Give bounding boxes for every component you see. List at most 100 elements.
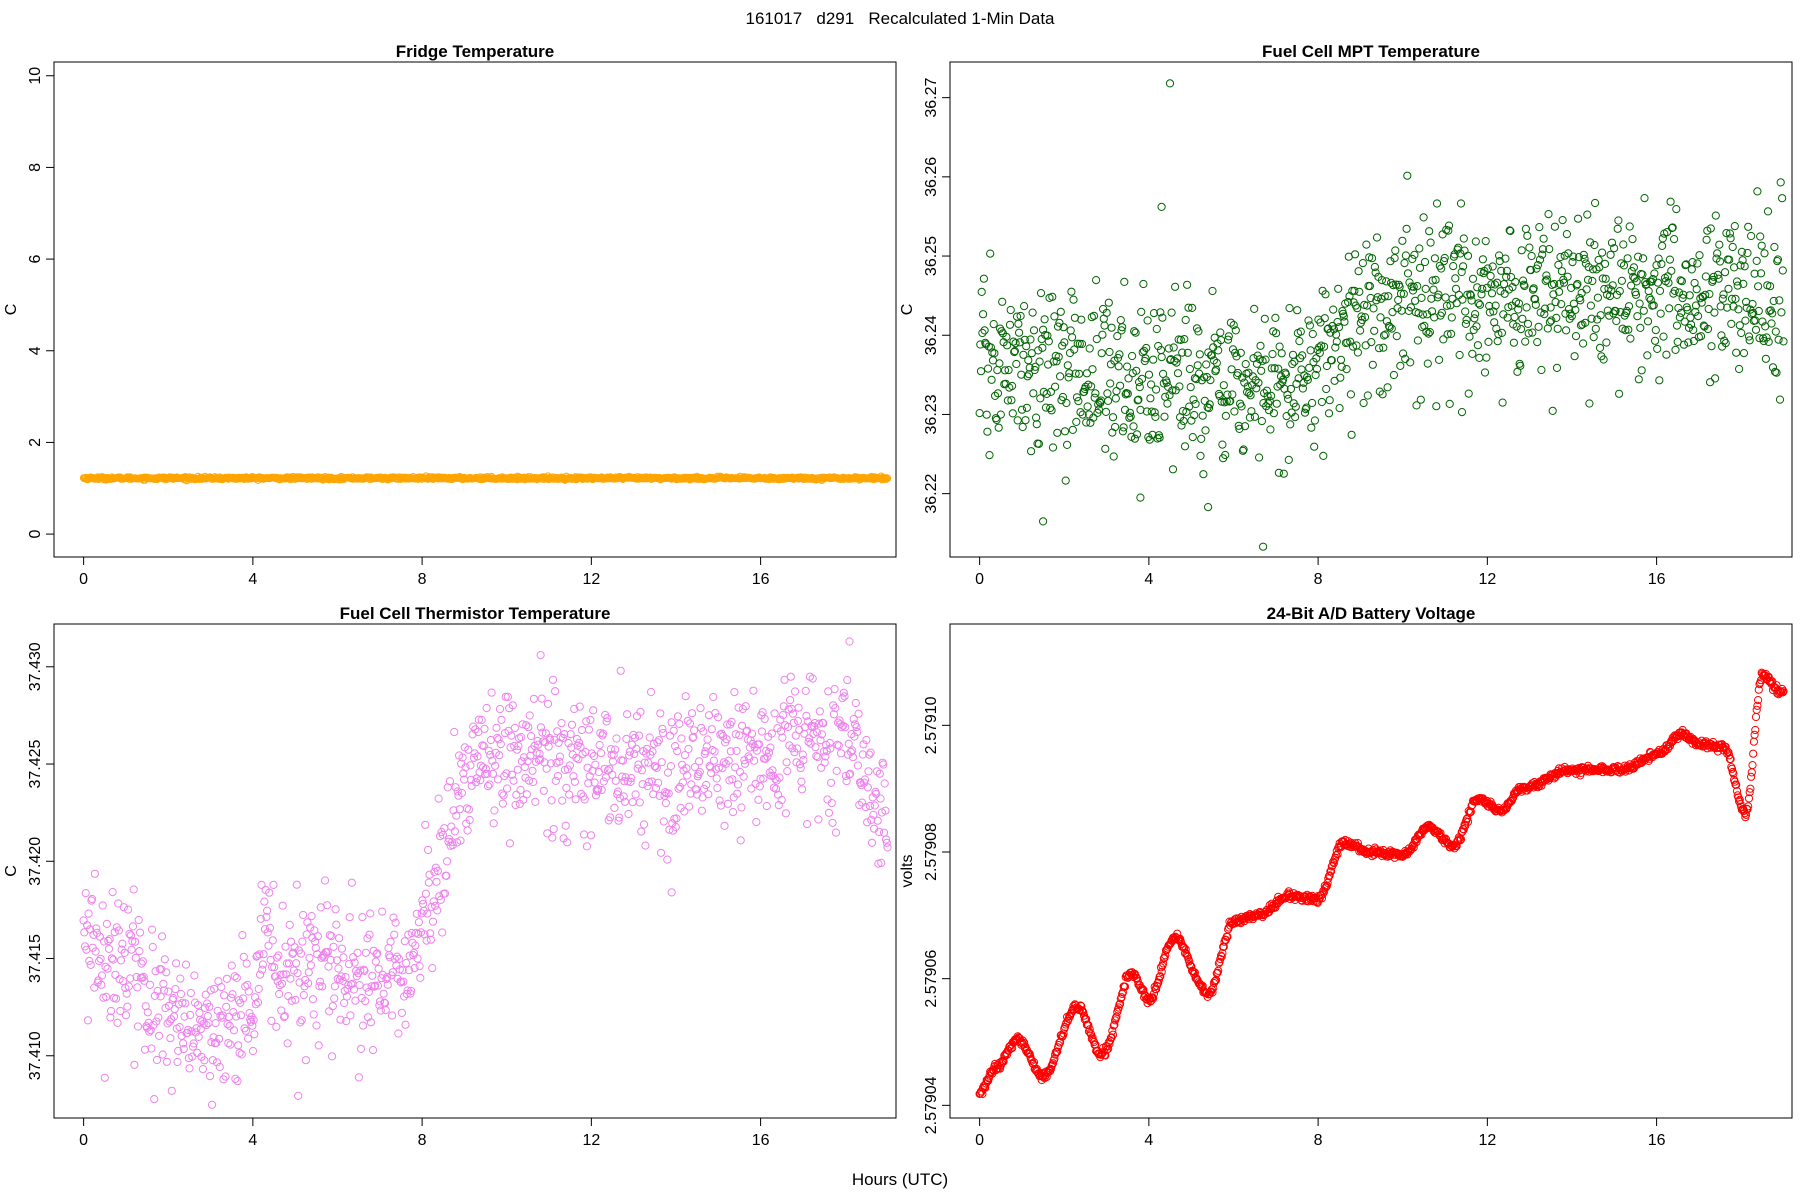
data-point <box>1084 1021 1093 1030</box>
data-point <box>1098 330 1107 339</box>
data-point <box>1030 365 1039 375</box>
data-point <box>272 1022 281 1032</box>
data-point <box>1336 373 1345 382</box>
data-point <box>852 723 861 732</box>
data-point <box>1316 318 1325 327</box>
data-point <box>747 784 756 793</box>
data-point <box>1228 390 1237 399</box>
data-point <box>158 1050 167 1059</box>
data-point <box>1701 272 1711 281</box>
data-point <box>1679 340 1689 349</box>
data-point <box>1521 224 1531 233</box>
data-point <box>277 1006 286 1015</box>
data-point <box>995 359 1004 368</box>
data-point <box>858 750 867 759</box>
data-point <box>576 742 585 752</box>
data-point <box>1472 322 1481 331</box>
data-point <box>1319 451 1328 460</box>
data-point <box>1744 802 1753 811</box>
data-point <box>1027 1055 1036 1064</box>
data-point <box>999 1057 1008 1066</box>
data-point <box>977 287 986 296</box>
data-point <box>156 992 165 1001</box>
data-point <box>704 790 713 799</box>
data-point <box>107 1006 116 1016</box>
data-point <box>253 951 262 960</box>
data-point <box>663 855 672 864</box>
data-point <box>802 711 811 720</box>
data-point <box>1608 281 1617 290</box>
data-point <box>495 704 505 714</box>
data-point <box>799 756 808 765</box>
data-point <box>1271 313 1280 322</box>
data-point <box>483 782 493 791</box>
data-point <box>1359 398 1368 408</box>
data-point <box>1473 283 1482 292</box>
data-point <box>656 709 665 718</box>
data-point <box>1092 335 1101 344</box>
data-point <box>1756 269 1766 278</box>
data-point <box>1666 197 1675 206</box>
data-point <box>344 960 354 969</box>
data-point <box>274 951 283 960</box>
data-point <box>619 792 628 801</box>
data-point <box>1066 326 1075 335</box>
data-point <box>1272 399 1281 408</box>
data-point <box>838 694 847 703</box>
data-point <box>685 719 695 728</box>
data-point <box>865 801 875 811</box>
data-point <box>1415 244 1424 253</box>
data-point <box>1417 293 1426 302</box>
data-point <box>1676 276 1685 285</box>
data-point <box>766 743 775 752</box>
y-tick-label: 2.57906 <box>923 950 940 1008</box>
data-point <box>1150 408 1159 417</box>
data-point <box>1017 370 1026 379</box>
data-point <box>554 738 563 747</box>
data-point <box>1095 397 1104 406</box>
data-point <box>872 789 881 798</box>
data-point <box>1766 282 1775 291</box>
data-point <box>1429 285 1438 294</box>
data-point <box>1639 306 1648 315</box>
data-point <box>323 901 332 910</box>
data-point <box>1425 227 1434 236</box>
data-point <box>1012 359 1021 369</box>
data-point <box>191 998 200 1007</box>
data-point <box>1439 335 1448 344</box>
data-point <box>1155 433 1164 442</box>
data-point <box>268 936 277 945</box>
data-point <box>189 1039 198 1048</box>
data-point <box>1671 345 1680 354</box>
data-point <box>696 704 705 713</box>
data-point <box>1689 325 1698 335</box>
data-point <box>111 970 120 979</box>
data-point <box>116 956 126 965</box>
data-point <box>778 733 787 742</box>
data-point <box>633 764 642 773</box>
data-point <box>1022 403 1032 412</box>
data-point <box>1501 254 1510 263</box>
data-point <box>126 931 135 940</box>
data-point <box>738 721 747 730</box>
data-point <box>102 919 112 929</box>
data-point <box>186 1010 195 1020</box>
data-point <box>464 805 474 814</box>
data-point <box>1245 413 1255 422</box>
data-point <box>485 780 494 789</box>
data-point <box>628 798 637 807</box>
data-point <box>1324 872 1334 881</box>
data-point <box>1304 316 1313 325</box>
data-point <box>1740 262 1749 271</box>
data-point <box>1674 303 1683 313</box>
data-point <box>241 982 250 991</box>
data-point <box>133 983 142 992</box>
data-point <box>392 952 402 961</box>
data-point <box>314 1041 323 1050</box>
data-point <box>1152 385 1161 394</box>
data-point <box>585 772 594 781</box>
data-point <box>298 937 307 946</box>
data-point <box>1619 240 1628 249</box>
data-point <box>525 711 534 720</box>
data-point <box>474 715 483 724</box>
